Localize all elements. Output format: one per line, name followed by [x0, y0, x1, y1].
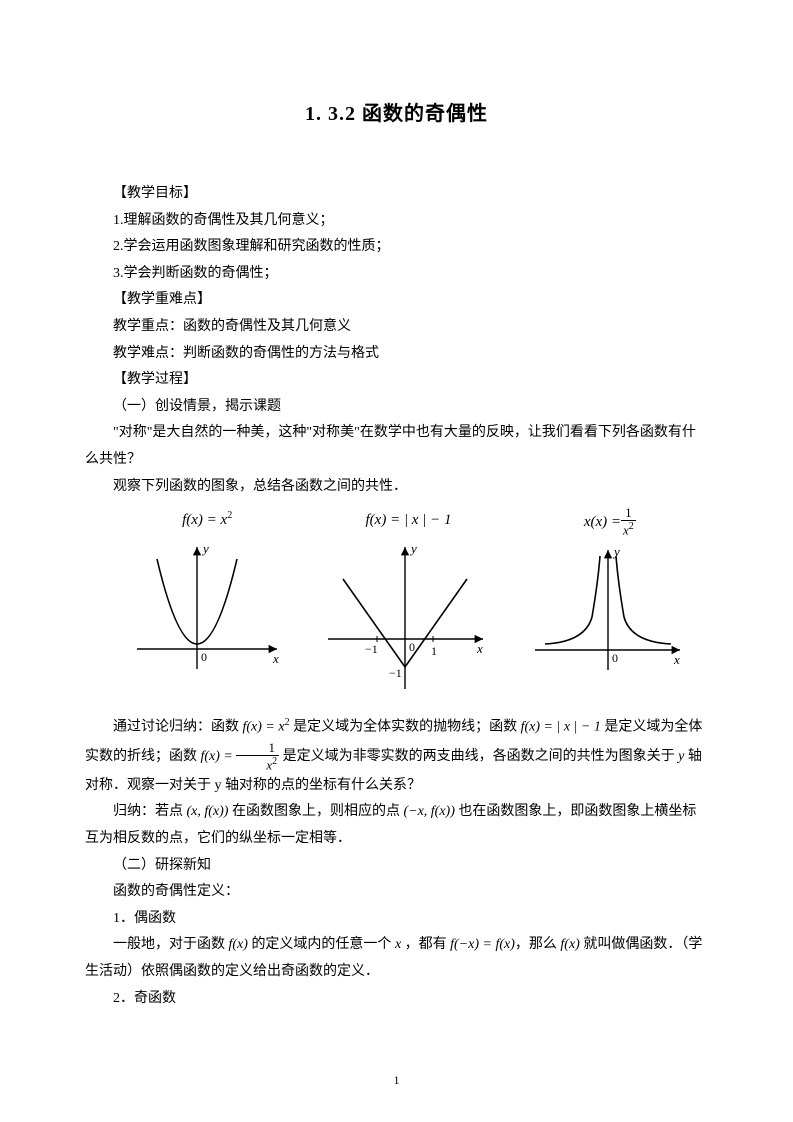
goal-3: 3.学会判断函数的奇偶性； [85, 261, 708, 288]
g3-den-sup: 2 [629, 521, 634, 532]
graph-2: f(x) = | x | − 1 y x 0 −1 1 −1 [323, 506, 493, 699]
graph-1-svg: y x 0 [127, 539, 287, 679]
odd-header: 2．奇函数 [85, 986, 708, 1013]
goals-header: 【教学目标】 [85, 181, 708, 208]
symmetry-intro: "对称"是大自然的一种美，这种"对称美"在数学中也有大量的反映，让我们看看下列各… [85, 420, 708, 473]
graph-2-label: f(x) = | x | − 1 [366, 506, 452, 535]
graph-3-label: x(x) = 1 x2 [584, 506, 636, 538]
pt2: (−x, f(x)) [403, 804, 454, 819]
page: 1. 3.2 函数的奇偶性 【教学目标】 1.理解函数的奇偶性及其几何意义； 2… [0, 0, 793, 1122]
keypoint-1: 教学重点：函数的奇偶性及其几何意义 [85, 314, 708, 341]
graph-2-svg: y x 0 −1 1 −1 [323, 539, 493, 699]
process-header: 【教学过程】 [85, 367, 708, 394]
graph-1-label: f(x) = x2 [182, 506, 232, 535]
fx-frac-num: 1 [236, 741, 279, 756]
g2-neg1-y: −1 [389, 666, 402, 680]
graph-3: x(x) = 1 x2 y x 0 [530, 506, 690, 682]
definition-header: 函数的奇偶性定义： [85, 879, 708, 906]
g1-label-pre: f(x) = x [182, 512, 227, 528]
discussion-summary: 通过讨论归纳：函数 f(x) = x2 是定义域为全体实数的抛物线；函数 f(x… [85, 713, 708, 800]
fx-frac-den-sup: 2 [272, 756, 277, 767]
page-number: 1 [0, 1069, 793, 1092]
g2-origin: 0 [409, 640, 415, 654]
keypoint-2: 教学难点：判断函数的奇偶性的方法与格式 [85, 341, 708, 368]
g1-x-label: x [272, 651, 279, 666]
goal-2: 2.学会运用函数图象理解和研究函数的性质； [85, 234, 708, 261]
g3-y-label: y [612, 544, 620, 559]
keypoints-header: 【教学重难点】 [85, 287, 708, 314]
g1-y-label: y [201, 541, 209, 556]
even-header: 1．偶函数 [85, 906, 708, 933]
g3-x-label: x [673, 652, 680, 667]
graph-3-svg: y x 0 [530, 542, 690, 682]
guina-para: 归纳：若点 (x, f(x)) 在函数图象上，则相应的点 (−x, f(x)) … [85, 799, 708, 852]
g3-frac-den: x2 [621, 521, 636, 538]
fx-frac-pre: f(x) = [201, 749, 237, 764]
pt1: (x, f(x)) [187, 804, 229, 819]
fx-sym: f(x) [229, 937, 248, 952]
guina-pre: 归纳：若点 [113, 804, 187, 819]
even-mid2: ，都有 [401, 937, 450, 952]
process-step-1: （一）创设情景，揭示课题 [85, 394, 708, 421]
g3-frac-num: 1 [621, 506, 636, 521]
goal-1: 1.理解函数的奇偶性及其几何意义； [85, 208, 708, 235]
guina-mid: 在函数图象上，则相应的点 [228, 804, 403, 819]
g3-fraction: 1 x2 [621, 506, 636, 538]
even-mid1: 的定义域内的任意一个 [248, 937, 395, 952]
fx-abs: f(x) = | x | − 1 [521, 719, 601, 734]
fx-x2: f(x) = x [243, 719, 285, 734]
g2-y-label: y [409, 541, 417, 556]
g3-origin: 0 [612, 651, 618, 665]
graphs-row: f(x) = x2 y x 0 f(x) = | x | − 1 y x [109, 506, 708, 699]
fx-frac-den: x2 [236, 756, 279, 773]
graph-1: f(x) = x2 y x 0 [127, 506, 287, 679]
g2-x-label: x [476, 641, 483, 656]
fmx-eq-fx: f(−x) = f(x) [450, 937, 515, 952]
process-step-2: （二）研探新知 [85, 853, 708, 880]
fx-frac: 1x2 [236, 741, 279, 773]
g2-neg1-x: −1 [365, 642, 378, 656]
g2-pos1-x: 1 [431, 644, 437, 658]
doc-title: 1. 3.2 函数的奇偶性 [85, 95, 708, 133]
observe-prompt: 观察下列函数的图象，总结各函数之间的共性． [85, 474, 708, 501]
g3-label-pre: x(x) = [584, 508, 621, 537]
summary-pre: 通过讨论归纳：函数 [113, 719, 243, 734]
even-body: 一般地，对于函数 f(x) 的定义域内的任意一个 x ，都有 f(−x) = f… [85, 932, 708, 985]
even-pre: 一般地，对于函数 [113, 937, 229, 952]
g1-label-sup: 2 [227, 510, 232, 521]
even-mid3: ，那么 [515, 937, 561, 952]
summary-tail: 是定义域为非零实数的两支曲线，各函数之间的共性为图象关于 [279, 749, 678, 764]
g1-origin: 0 [201, 650, 207, 664]
summary-mid1: 是定义域为全体实数的抛物线；函数 [290, 719, 521, 734]
fx-sym2: f(x) [560, 937, 579, 952]
